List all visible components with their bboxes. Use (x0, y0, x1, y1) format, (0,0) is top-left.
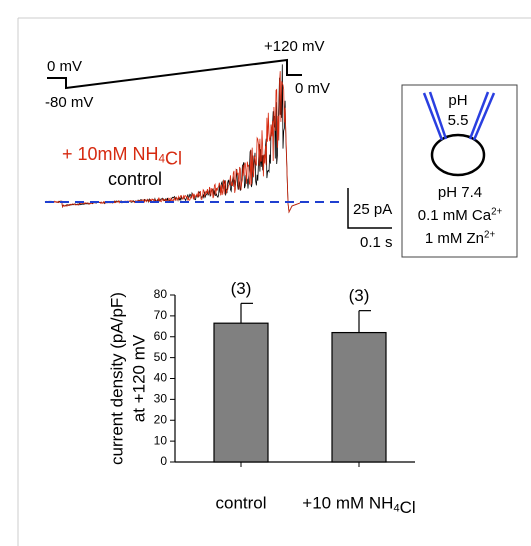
pipette (422, 91, 496, 141)
legend-entry: + 10mM NH4Cl (62, 144, 182, 169)
inset-label: 1 mM Zn2+ (425, 229, 496, 247)
protocol-label: 0 mV (295, 80, 330, 97)
protocol-label: 0 mV (47, 58, 82, 75)
inset-box (401, 84, 518, 258)
y-tick-label: 20 (154, 412, 168, 426)
y-tick-label: 0 (160, 454, 167, 468)
voltage-protocol (47, 58, 302, 90)
bar (213, 322, 269, 463)
legend-entry: control (108, 169, 162, 189)
y-tick-label: 10 (154, 433, 168, 447)
protocol-label: -80 mV (45, 94, 93, 111)
inset-label: pH 7.4 (438, 184, 482, 201)
value-label: (3) (231, 279, 252, 298)
scale-label: 25 pA (353, 201, 392, 218)
y-tick-label: 70 (154, 308, 168, 322)
cell (430, 133, 486, 177)
value-label: (3) (349, 286, 370, 305)
protocol-label: +120 mV (264, 38, 324, 55)
y-tick-label: 50 (154, 350, 168, 364)
inset-label: 5.5 (448, 112, 469, 129)
y-axis-label: at +120 mV (129, 334, 148, 422)
inset-label: 0.1 mM Ca2+ (418, 206, 503, 224)
scale-label: 0.1 s (360, 234, 393, 251)
bar (331, 331, 387, 463)
y-axis-label: current density (pA/pF) (107, 292, 126, 465)
current-trace (44, 71, 301, 214)
bar-chart: 0 10 20 30 40 50 60 70 80 current density (pA/pF)… (107, 279, 415, 517)
y-tick-label: 40 (154, 371, 168, 385)
scale-bar (347, 188, 392, 229)
x-tick-label: control (215, 493, 266, 512)
inset-label: pH (448, 92, 467, 109)
x-tick-label: +10 mM NH4Cl (302, 493, 415, 516)
y-tick-label: 80 (154, 287, 168, 301)
y-tick-label: 30 (154, 392, 168, 406)
y-tick-label: 60 (154, 329, 168, 343)
